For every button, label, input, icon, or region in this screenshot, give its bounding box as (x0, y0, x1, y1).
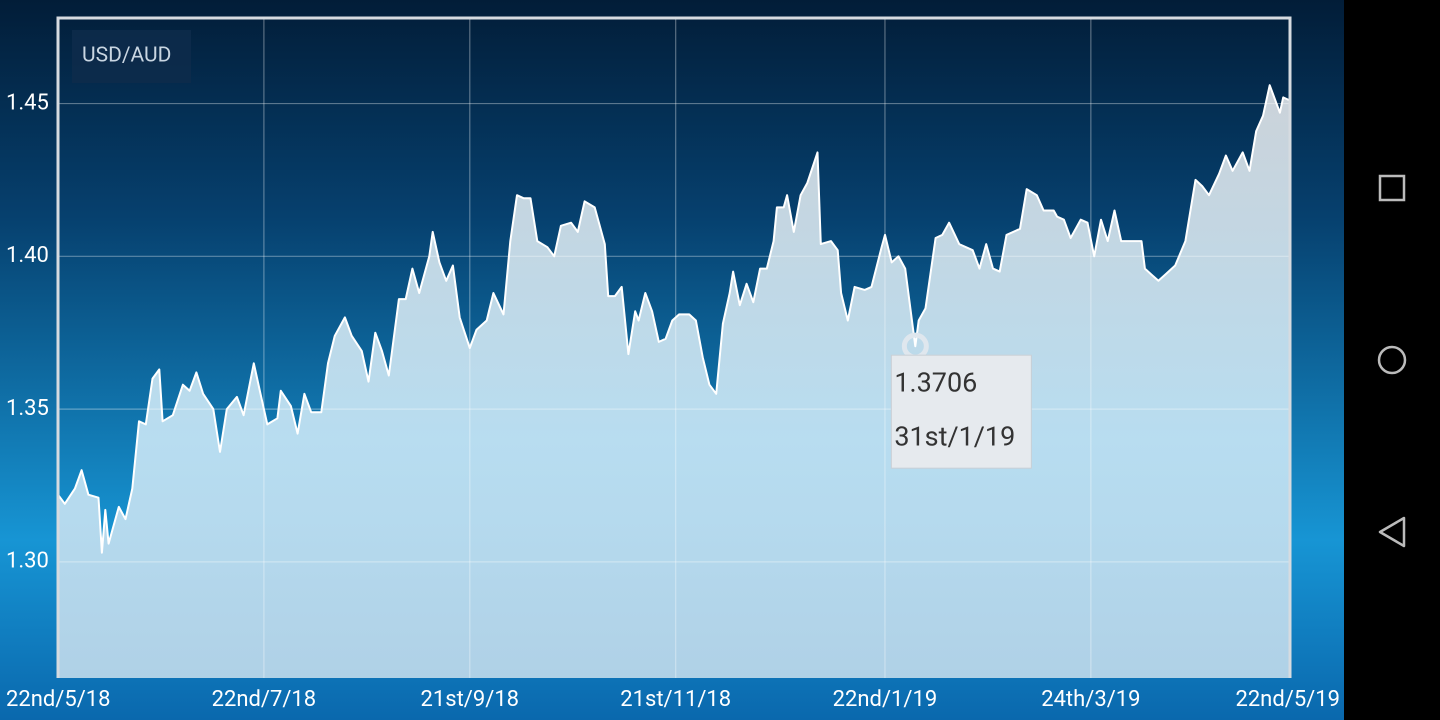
x-tick-label: 22nd/5/18 (6, 687, 111, 712)
x-tick-label: 22nd/5/19 (1235, 687, 1340, 712)
area-fill (58, 85, 1290, 678)
x-tick-label: 21st/9/18 (421, 687, 520, 712)
nav-bar (1344, 0, 1440, 720)
home-button[interactable] (1377, 345, 1407, 375)
plot: 1.30 1.35 1.40 1.45 22nd/5/18 22nd/7/18 21st/9… (6, 16, 1340, 712)
recents-button[interactable] (1378, 174, 1406, 202)
x-tick-label: 22nd/7/18 (212, 687, 317, 712)
tooltip-value: 1.3706 (894, 366, 977, 398)
legend-box (72, 30, 191, 83)
y-tick-label: 1.35 (6, 396, 49, 421)
line (57, 84, 1291, 554)
y-tick-label: 1.45 (6, 90, 49, 115)
legend-label: USD/AUD (82, 44, 171, 68)
x-tick-label: 22nd/1/19 (833, 687, 938, 712)
tooltip-date: 31st/1/19 (894, 420, 1015, 452)
y-tick-label: 1.40 (6, 243, 49, 268)
y-tick-label: 1.30 (6, 549, 49, 574)
back-button[interactable] (1378, 516, 1406, 548)
tooltip-box (890, 354, 1032, 469)
x-tick-label: 21st/11/18 (620, 687, 731, 712)
plot-frame (56, 16, 1292, 678)
x-tick-label: 24th/3/19 (1041, 687, 1140, 712)
